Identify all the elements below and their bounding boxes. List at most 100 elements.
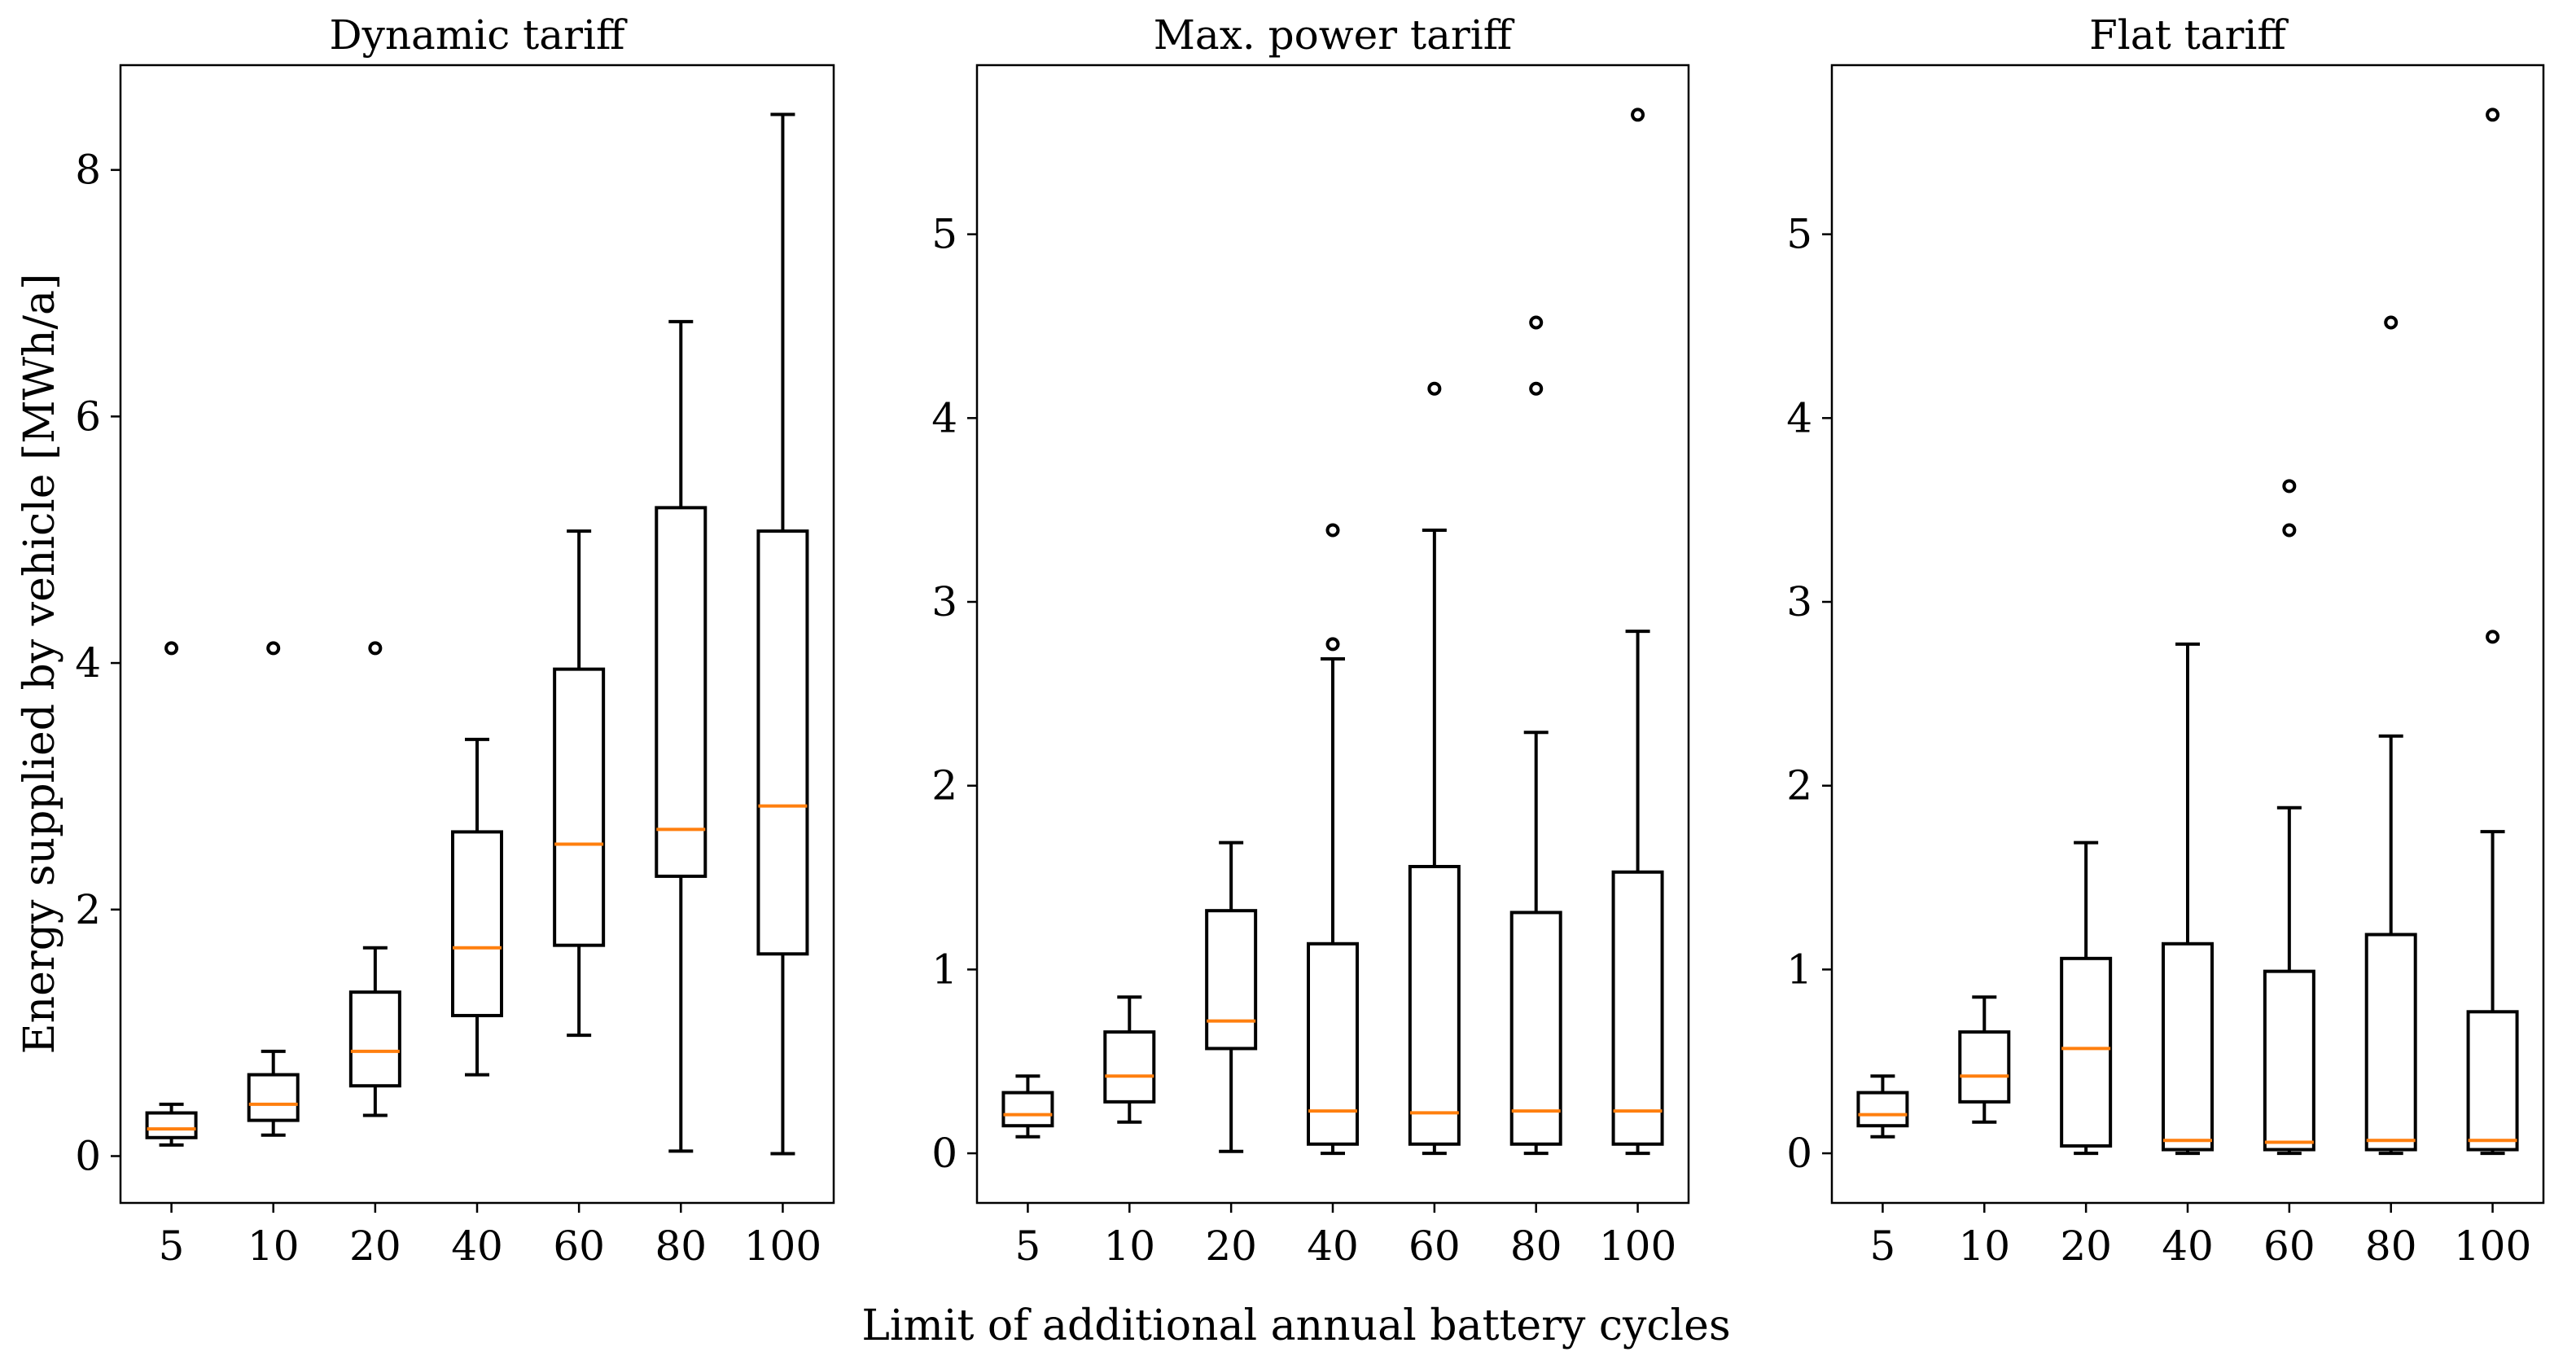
y-tick-label: 4 — [931, 394, 957, 441]
x-tick-label: 100 — [2454, 1222, 2531, 1270]
outlier-point — [1427, 381, 1442, 396]
box-5 — [145, 641, 198, 1147]
axes-frame — [1830, 64, 2545, 1205]
x-tick-label: 80 — [1510, 1222, 1562, 1270]
x-tick-label: 60 — [553, 1222, 605, 1270]
box-60 — [2263, 479, 2315, 1156]
iqr-box — [553, 667, 606, 947]
outlier-point — [1529, 315, 1544, 330]
box-100 — [756, 112, 809, 1156]
x-tick-label: 20 — [1205, 1222, 1257, 1270]
x-tick-label: 80 — [2365, 1222, 2417, 1270]
y-tick-label: 8 — [75, 147, 101, 194]
x-axis-label: Limit of additional annual battery cycle… — [861, 1301, 1730, 1350]
x-tick-label: 60 — [1408, 1222, 1461, 1270]
iqr-box — [451, 830, 503, 1017]
x-tick-label: 40 — [1307, 1222, 1359, 1270]
y-tick-label: 1 — [931, 946, 957, 993]
box-20 — [1205, 841, 1258, 1153]
box-20 — [2060, 841, 2113, 1156]
box-20 — [348, 641, 401, 1117]
box-100 — [1611, 108, 1664, 1156]
outlier-point — [1325, 523, 1340, 538]
outlier-point — [266, 641, 281, 656]
y-tick-label: 2 — [931, 762, 957, 810]
y-tick-label: 0 — [931, 1130, 957, 1177]
axes-frame — [975, 64, 1690, 1205]
y-tick-label: 5 — [931, 211, 957, 258]
box-10 — [1103, 995, 1156, 1124]
x-tick-label: 40 — [2162, 1222, 2214, 1270]
box-80 — [1509, 315, 1562, 1156]
x-tick-label: 5 — [1015, 1222, 1041, 1270]
box-40 — [1307, 523, 1359, 1156]
x-tick-label: 5 — [159, 1222, 185, 1270]
box-60 — [1408, 381, 1461, 1156]
x-tick-label: 5 — [1870, 1222, 1896, 1270]
panel-2: Max. power tariff 0 1 2 3 4 5 5 10 20 40 60 80 100 — [931, 11, 1690, 1270]
iqr-box — [2060, 956, 2113, 1148]
outlier-point — [2486, 630, 2500, 644]
iqr-box — [1408, 864, 1461, 1146]
iqr-box — [2263, 969, 2315, 1152]
box-60 — [553, 529, 606, 1038]
box-80 — [2364, 315, 2417, 1156]
panel-1: Dynamic tariff 0 2 4 6 8 5 10 20 40 60 80 100 — [75, 11, 835, 1270]
y-tick-label: 4 — [75, 639, 101, 687]
x-tick-label: 40 — [451, 1222, 503, 1270]
y-tick-label: 0 — [75, 1132, 101, 1179]
outlier-point — [1631, 108, 1645, 122]
y-tick-label: 5 — [1786, 211, 1812, 258]
x-tick-label: 80 — [655, 1222, 707, 1270]
iqr-box — [1856, 1091, 1909, 1128]
panel-title: Dynamic tariff — [330, 11, 628, 59]
x-tick-label: 20 — [2060, 1222, 2112, 1270]
iqr-box — [2466, 1010, 2519, 1152]
outlier-point — [1529, 381, 1544, 396]
y-tick-label: 3 — [1786, 578, 1812, 625]
outlier-point — [2384, 315, 2399, 330]
box-40 — [2162, 642, 2214, 1156]
y-tick-label: 4 — [1786, 394, 1812, 441]
outlier-point — [368, 641, 383, 656]
outlier-point — [2486, 108, 2500, 122]
y-tick-label: 0 — [1786, 1130, 1812, 1177]
iqr-box — [2364, 933, 2417, 1152]
iqr-box — [1205, 909, 1258, 1051]
x-tick-label: 100 — [744, 1222, 821, 1270]
y-tick-label: 1 — [1786, 946, 1812, 993]
box-10 — [1958, 995, 2011, 1124]
box-10 — [247, 641, 300, 1137]
iqr-box — [1958, 1030, 2011, 1104]
iqr-box — [348, 990, 401, 1088]
x-tick-label: 10 — [1103, 1222, 1155, 1270]
box-40 — [451, 737, 503, 1077]
iqr-box — [756, 529, 809, 956]
iqr-box — [247, 1073, 300, 1122]
panel-title: Max. power tariff — [1154, 11, 1515, 59]
box-5 — [1001, 1074, 1054, 1139]
y-tick-label: 2 — [1786, 762, 1812, 810]
x-tick-label: 10 — [248, 1222, 300, 1270]
x-tick-label: 10 — [1958, 1222, 2010, 1270]
iqr-box — [1001, 1091, 1054, 1128]
outlier-point — [2282, 523, 2297, 538]
box-80 — [655, 319, 708, 1153]
y-tick-label: 3 — [931, 578, 957, 625]
iqr-box — [1611, 870, 1664, 1146]
y-axis-label: Energy supplied by vehicle [MWh/a] — [15, 274, 64, 1055]
iqr-box — [1307, 941, 1359, 1146]
x-tick-label: 60 — [2263, 1222, 2315, 1270]
iqr-box — [145, 1111, 198, 1139]
x-tick-label: 20 — [349, 1222, 401, 1270]
box-5 — [1856, 1074, 1909, 1139]
iqr-box — [2162, 941, 2214, 1152]
outlier-point — [164, 641, 179, 656]
iqr-box — [1103, 1030, 1156, 1104]
panel-title: Flat tariff — [2089, 11, 2289, 59]
box-100 — [2466, 108, 2519, 1156]
iqr-box — [1509, 911, 1562, 1146]
outlier-point — [2282, 479, 2297, 494]
